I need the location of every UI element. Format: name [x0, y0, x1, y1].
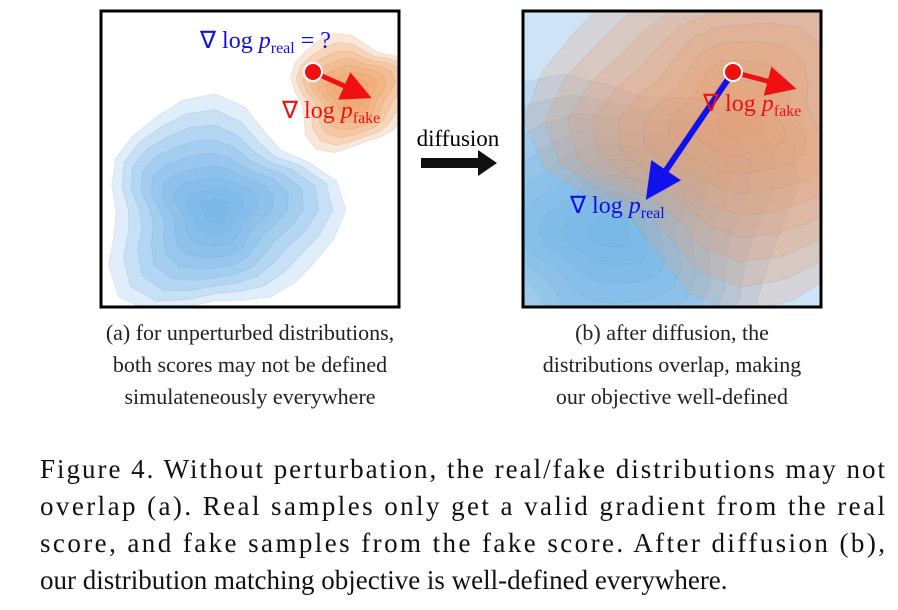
contour: [173, 176, 260, 247]
score-label: ∇ log preal = ?: [199, 28, 331, 57]
contour: [523, 113, 753, 307]
panel-a-frame: [99, 9, 401, 309]
contour: [121, 109, 334, 302]
panel-caption: our objective well-defined: [556, 384, 788, 409]
panel-caption: both scores may not be defined: [113, 352, 387, 377]
figure-caption-line: Figure 4. Without perturbation, the real…: [40, 454, 885, 484]
contour: [538, 174, 666, 284]
contour: [131, 124, 320, 292]
contour: [161, 165, 275, 259]
panel-caption: (a) for unperturbed distributions,: [106, 320, 394, 345]
contour: [108, 93, 347, 307]
contour: [562, 191, 649, 265]
transition-arrow: [421, 150, 497, 176]
contour: [567, 11, 821, 263]
figure-caption-line: our distribution matching objective is w…: [40, 565, 728, 595]
density-a: [108, 32, 399, 307]
contour: [586, 209, 631, 248]
sample-point: [723, 62, 743, 82]
figure-caption-line: score, and fake samples from the fake sc…: [40, 528, 885, 558]
score-label: ∇ log pfake: [281, 98, 380, 127]
contour: [716, 98, 764, 139]
panel-b-frame: [521, 9, 823, 309]
contour: [186, 187, 245, 236]
contour: [150, 152, 289, 270]
real-score-arrow: [645, 70, 736, 200]
contour: [200, 198, 230, 224]
sample-point: [303, 62, 323, 82]
panel-caption: distributions overlap, making: [543, 352, 801, 377]
arrow-label: diffusion: [417, 126, 500, 151]
contour: [140, 139, 304, 281]
score-label: ∇ log pfake: [702, 91, 801, 120]
panel-caption: simulateneously everywhere: [124, 384, 375, 409]
contour: [523, 94, 775, 307]
panel-caption: (b) after diffusion, the: [575, 320, 769, 345]
score-label: ∇ log preal: [569, 193, 665, 222]
figure-caption-line: overlap (a). Real samples only get a val…: [40, 491, 885, 521]
